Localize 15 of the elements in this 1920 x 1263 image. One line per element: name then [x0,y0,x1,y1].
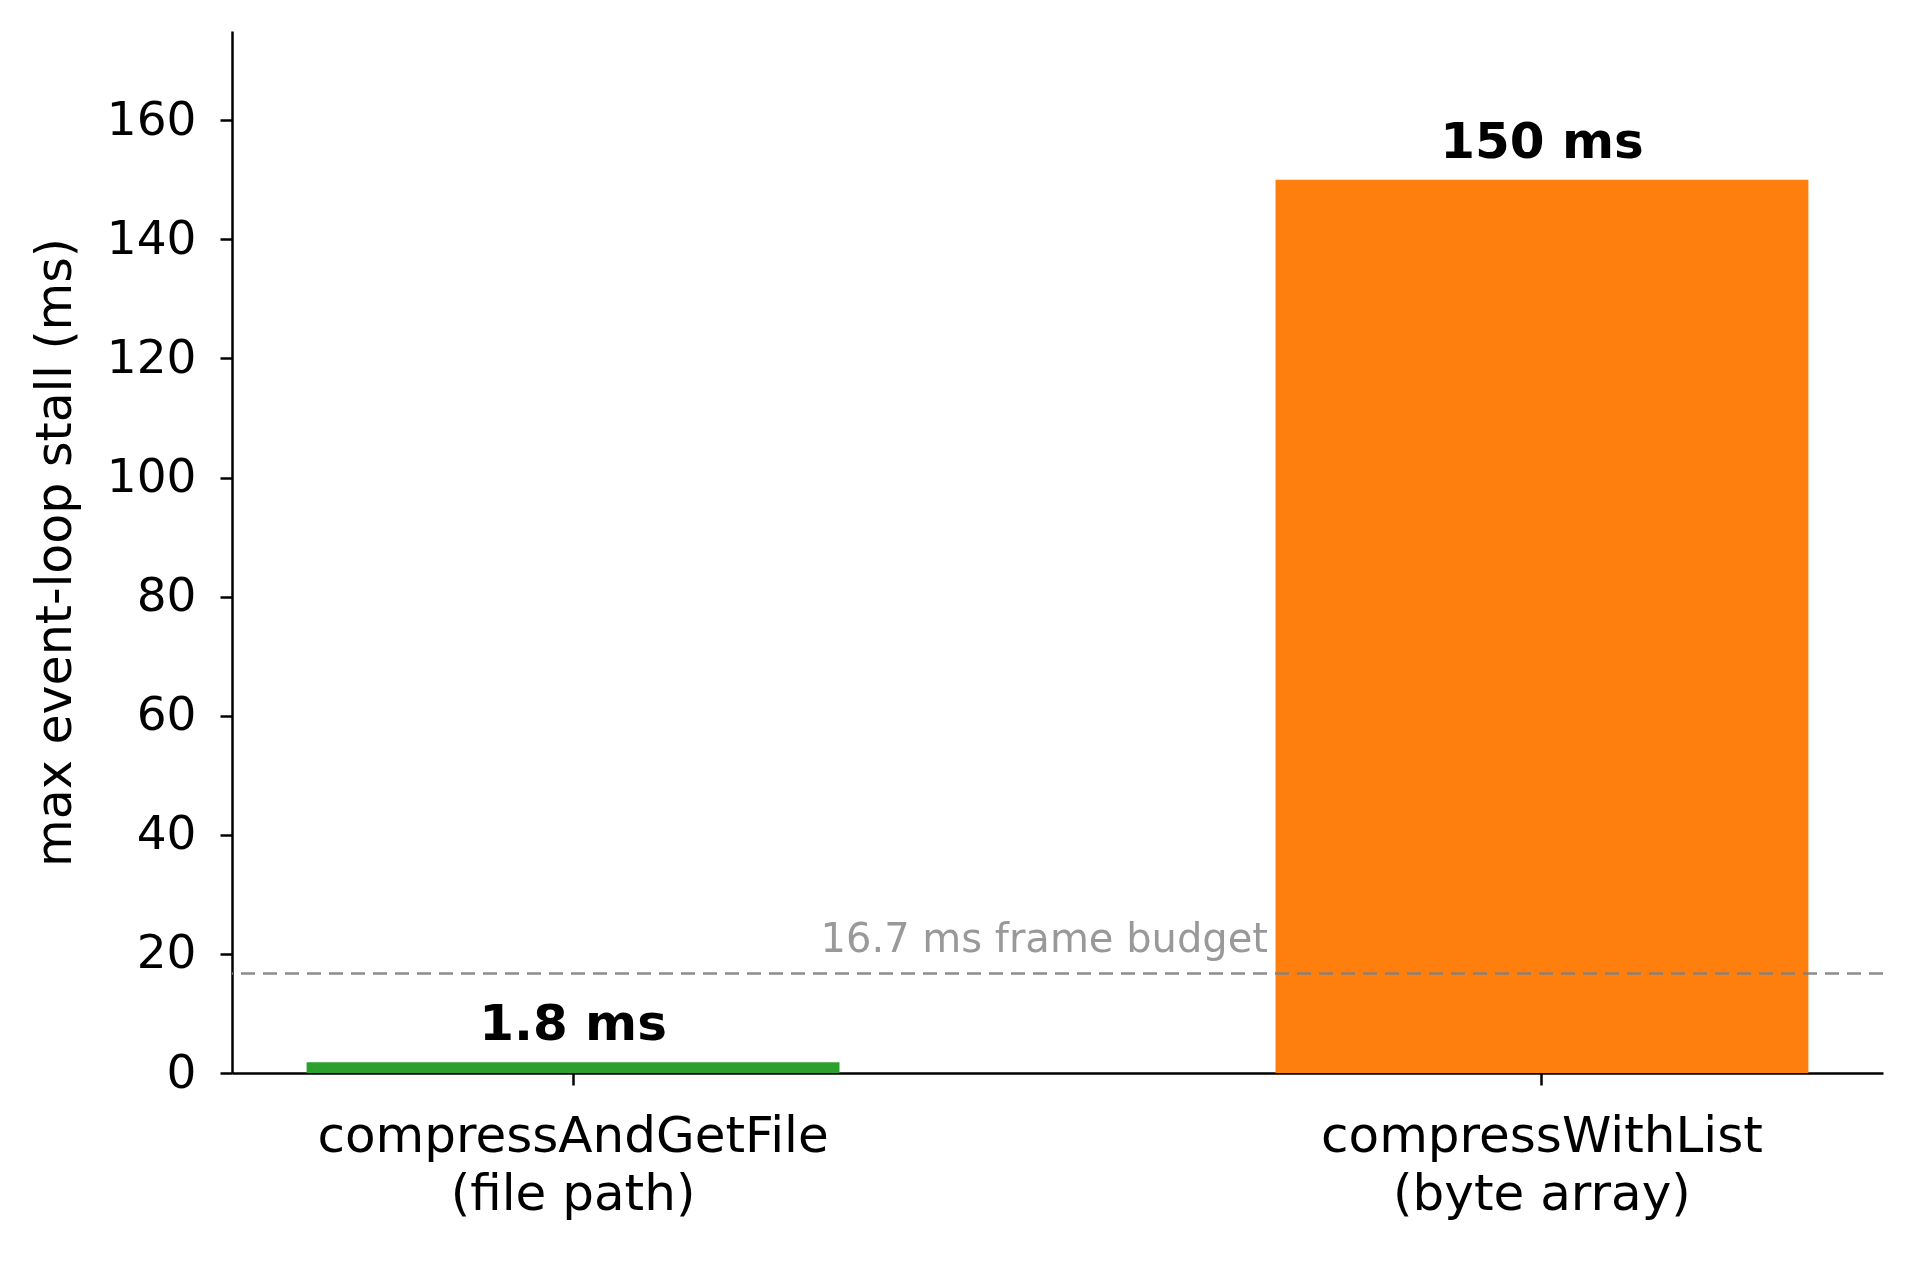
y-tick-label: 160 [106,90,197,146]
y-tick-label: 40 [136,805,197,861]
y-tick-label: 80 [136,567,197,623]
y-tick-label: 60 [136,686,197,742]
y-tick-label: 120 [106,328,197,384]
y-axis-title: max event-loop stall (ms) [25,238,83,867]
y-tick-label: 0 [166,1043,197,1099]
data-label: 1.8 ms [479,994,667,1053]
ref-line-label: 16.7 ms frame budget [820,914,1268,961]
y-tick-label: 100 [106,448,197,504]
y-tick-label: 140 [106,209,197,265]
x-tick-label: compressWithList (byte array) [1321,1105,1763,1222]
x-tick-label: compressAndGetFile (file path) [317,1105,829,1222]
data-label: 150 ms [1440,111,1644,170]
y-tick-label: 20 [136,924,197,980]
